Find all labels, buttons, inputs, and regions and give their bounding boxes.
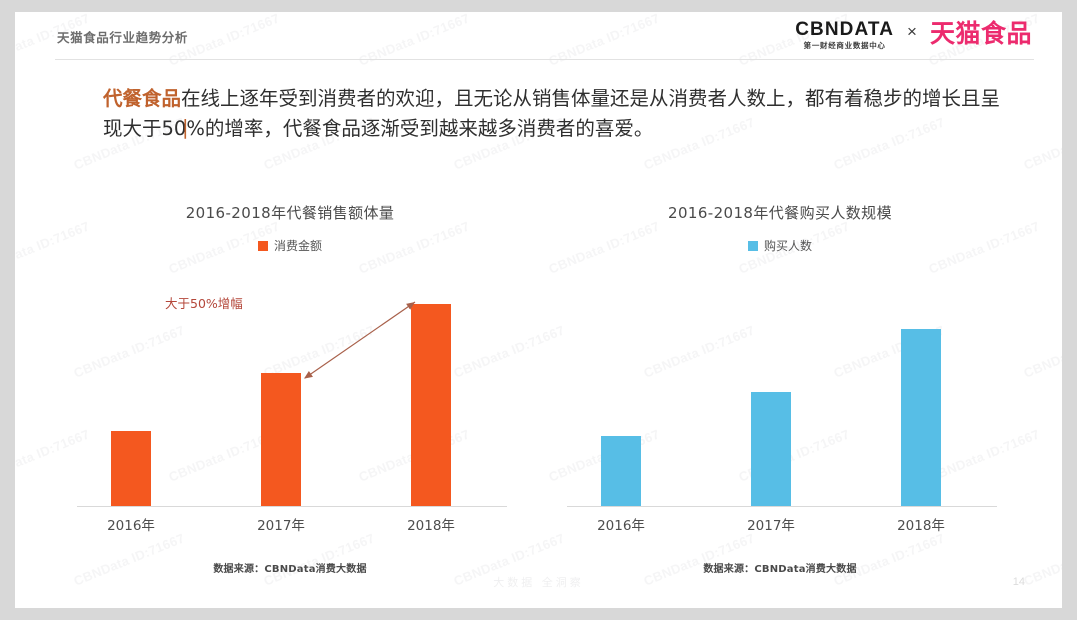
cbndata-wordmark: CBNDATA xyxy=(795,19,895,40)
plot-area: 大于50%增幅 xyxy=(55,267,525,507)
page-title: 天猫食品行业趋势分析 xyxy=(57,31,189,45)
tmall-food-logo: 天猫食品 xyxy=(929,19,1032,49)
headline-text: 代餐食品 | 在线上逐年受到消费者的欢迎，且无论从销售体量还是从消费者人数上，都有着… xyxy=(103,84,1003,144)
headline-separator: | xyxy=(182,116,189,139)
page-number: 14 xyxy=(1012,576,1025,588)
bar-2018 xyxy=(901,329,941,506)
x-axis-labels: 2016年 2017年 2018年 xyxy=(55,514,525,538)
chart-buyer-scale: 2016-2018年代餐购买人数规模 购买人数 2016年 2017年 2018… xyxy=(545,192,1015,592)
chart-sales-volume: 2016-2018年代餐销售额体量 消费金额 xyxy=(55,192,525,592)
x-label-2018: 2018年 xyxy=(407,518,455,534)
x-label-2017: 2017年 xyxy=(747,518,795,534)
chart-source-note: 数据来源：CBNData消费大数据 xyxy=(213,564,367,575)
slide-header: 天猫食品行业趋势分析 CBNDATA 第一财经商业数据中心 × 天猫食品 xyxy=(15,12,1062,60)
watermark-text: CBNData ID:71667 xyxy=(1021,114,1062,173)
legend-swatch-icon xyxy=(747,240,758,251)
bar-2017 xyxy=(751,392,791,506)
header-divider xyxy=(55,59,1034,60)
x-axis-line xyxy=(567,506,997,507)
slide: CBNData ID:71667 CBNData ID:71667 CBNData … xyxy=(15,12,1062,608)
bar-2018 xyxy=(411,304,451,506)
cbndata-subtitle: 第一财经商业数据中心 xyxy=(803,41,886,50)
x-axis-line xyxy=(77,506,507,507)
footer-tagline: 大数据 全洞察 xyxy=(493,576,584,589)
charts-container: 2016-2018年代餐销售额体量 消费金额 xyxy=(15,192,1062,592)
chart-source-note: 数据来源：CBNData消费大数据 xyxy=(703,564,857,575)
x-label-2016: 2016年 xyxy=(597,518,645,534)
chart-title: 2016-2018年代餐销售额体量 xyxy=(185,204,395,222)
x-label-2018: 2018年 xyxy=(897,518,945,534)
legend-swatch-icon xyxy=(257,240,268,251)
plot-area xyxy=(545,267,1015,507)
logo-cross-icon: × xyxy=(907,21,917,41)
bar-2016 xyxy=(601,436,641,506)
legend-label: 消费金额 xyxy=(273,239,322,253)
headline-body: 在线上逐年受到消费者的欢迎，且无论从销售体量还是从消费者人数上，都有着稳步的增长… xyxy=(103,87,1001,140)
header-logos: CBNDATA 第一财经商业数据中心 × 天猫食品 xyxy=(795,20,1032,50)
x-axis-labels: 2016年 2017年 2018年 xyxy=(545,514,1015,538)
headline-keyword: 代餐食品 xyxy=(103,87,182,110)
bar-2017 xyxy=(261,373,301,506)
cbndata-logo: CBNDATA 第一财经商业数据中心 xyxy=(795,20,894,50)
chart-legend: 购买人数 xyxy=(545,237,1015,254)
legend-label: 购买人数 xyxy=(763,239,812,253)
growth-annotation-label: 大于50%增幅 xyxy=(165,296,243,311)
chart-title: 2016-2018年代餐购买人数规模 xyxy=(668,204,892,222)
bar-2016 xyxy=(111,431,151,506)
x-label-2017: 2017年 xyxy=(257,518,305,534)
x-label-2016: 2016年 xyxy=(107,518,155,534)
chart-legend: 消费金额 xyxy=(55,237,525,254)
